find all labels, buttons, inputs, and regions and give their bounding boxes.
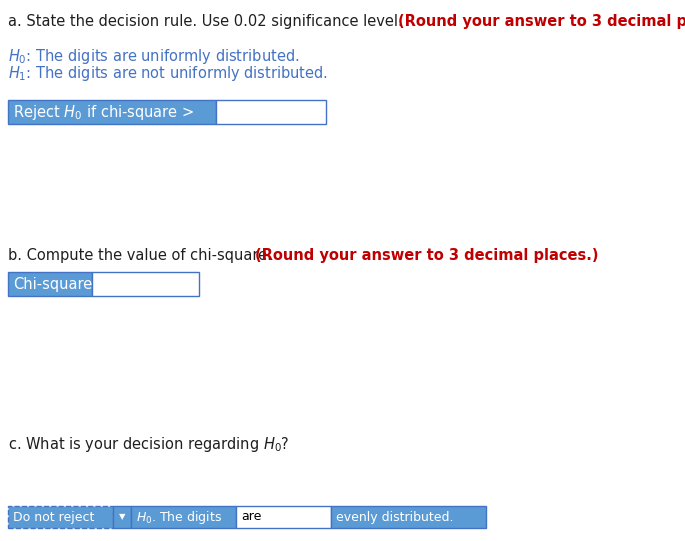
Text: b. Compute the value of chi-square.: b. Compute the value of chi-square. <box>8 248 277 263</box>
FancyBboxPatch shape <box>216 100 326 124</box>
Text: $H_0$: The digits are uniformly distributed.: $H_0$: The digits are uniformly distribu… <box>8 47 299 66</box>
Text: $H_1$: The digits are not uniformly distributed.: $H_1$: The digits are not uniformly dist… <box>8 64 328 83</box>
FancyBboxPatch shape <box>113 506 131 528</box>
Text: ▼: ▼ <box>119 512 125 522</box>
FancyBboxPatch shape <box>8 506 113 528</box>
FancyBboxPatch shape <box>331 506 486 528</box>
FancyBboxPatch shape <box>8 100 216 124</box>
FancyBboxPatch shape <box>8 272 92 296</box>
Text: c. What is your decision regarding $H_0$?: c. What is your decision regarding $H_0$… <box>8 435 290 454</box>
Text: a. State the decision rule. Use 0.02 significance level.: a. State the decision rule. Use 0.02 sig… <box>8 14 408 29</box>
Text: evenly distributed.: evenly distributed. <box>336 511 453 524</box>
FancyBboxPatch shape <box>236 506 331 528</box>
Text: Do not reject: Do not reject <box>13 511 95 524</box>
Text: (Round your answer to 3 decimal places.): (Round your answer to 3 decimal places.) <box>255 248 599 263</box>
Text: are: are <box>241 511 262 524</box>
Text: (Round your answer to 3 decimal places.): (Round your answer to 3 decimal places.) <box>398 14 685 29</box>
FancyBboxPatch shape <box>131 506 236 528</box>
Text: $H_0$. The digits: $H_0$. The digits <box>136 509 222 525</box>
FancyBboxPatch shape <box>92 272 199 296</box>
Text: Chi-square: Chi-square <box>13 276 92 292</box>
Text: Reject $H_0$ if chi-square >: Reject $H_0$ if chi-square > <box>13 102 195 122</box>
